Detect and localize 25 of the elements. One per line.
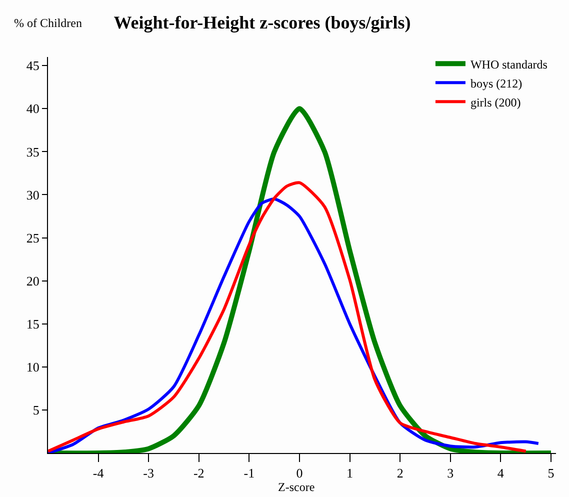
y-tick-label: 45 xyxy=(26,58,40,74)
y-tick-label: 15 xyxy=(26,316,40,332)
x-axis-title: Z-score xyxy=(278,480,315,494)
legend-label: girls (200) xyxy=(470,95,521,110)
x-tick-label: -2 xyxy=(193,466,204,481)
y-tick-label: 10 xyxy=(26,359,40,374)
y-axis-title: % of Children xyxy=(14,16,82,30)
x-tick-label: 1 xyxy=(346,466,354,481)
x-tick-label: 2 xyxy=(396,466,404,481)
y-tick-label: 25 xyxy=(26,230,40,246)
x-tick-label: 5 xyxy=(548,466,554,481)
x-tick-label: 0 xyxy=(296,466,303,481)
y-tick-label: 20 xyxy=(26,273,40,288)
y-tick-label: 30 xyxy=(26,187,40,202)
y-tick-label: 35 xyxy=(26,144,40,160)
y-tick-label: 5 xyxy=(32,402,40,418)
legend-label: boys (212) xyxy=(470,76,522,90)
x-tick-label: -3 xyxy=(143,466,154,481)
x-tick-label: -1 xyxy=(244,466,255,481)
legend-label: WHO standards xyxy=(470,57,548,72)
x-tick-label: 3 xyxy=(447,466,454,481)
x-tick-label: 4 xyxy=(497,466,504,481)
chart-title: Weight-for-Height z-scores (boys/girls) xyxy=(114,12,411,33)
y-tick-label: 40 xyxy=(26,101,40,116)
x-tick-label: -4 xyxy=(92,466,104,481)
